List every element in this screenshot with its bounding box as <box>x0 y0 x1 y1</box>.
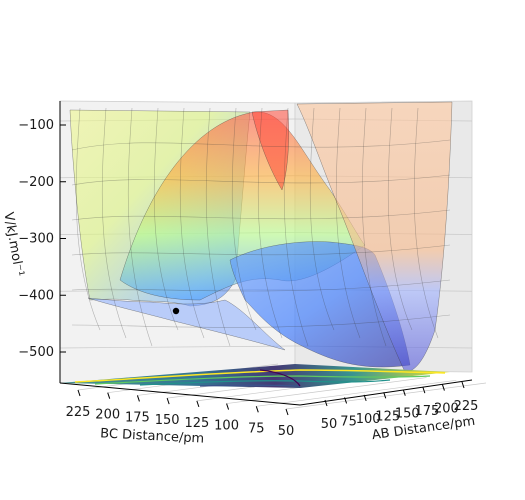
y-tick-label: 200 <box>95 408 120 423</box>
current-position-marker <box>172 307 180 315</box>
mesh-line <box>387 107 413 331</box>
x-tick-label: 200 <box>434 402 459 417</box>
mesh-line <box>153 107 179 331</box>
x-tick-mark <box>461 381 465 389</box>
x-tick-label: 150 <box>395 407 420 422</box>
y-tick-label: 75 <box>248 421 265 436</box>
contour-floor-line <box>259 369 301 387</box>
y-tick-mark <box>226 403 230 410</box>
z-gridline <box>59 345 296 349</box>
mesh-line <box>71 209 451 221</box>
z-tick-label: −400 <box>18 288 54 303</box>
x-tick-mark <box>402 389 406 396</box>
mesh-line <box>71 279 451 292</box>
y-tick-label: 100 <box>214 419 239 434</box>
axis-lines <box>59 101 473 406</box>
contour-floor-line <box>94 375 431 385</box>
y-axis-label: BC Distance/pm <box>100 426 205 446</box>
x-tick-mark <box>324 399 328 407</box>
x-tick-mark <box>441 384 445 391</box>
z-axis-ticks: −100 −200 −300 −400 −500 <box>18 118 66 360</box>
z-tick-label: −500 <box>18 345 54 360</box>
x-tick-label: 75 <box>340 414 357 429</box>
x-tick-mark <box>363 394 367 402</box>
surface-lower-left-fold <box>87 297 286 351</box>
x-tick-label: 100 <box>356 412 381 427</box>
mesh-line <box>335 107 361 339</box>
contour-floor-line <box>199 384 301 387</box>
y-gridline <box>226 377 427 404</box>
x-tick-mark <box>422 386 426 394</box>
y-tick-mark <box>77 389 81 397</box>
y-tick-mark <box>136 395 140 402</box>
y-tick-label: 50 <box>278 424 295 439</box>
y-axis-line <box>59 382 301 406</box>
y-tick-mark <box>107 392 111 399</box>
y-tick-mark <box>255 406 259 413</box>
x-tick-mark <box>383 392 387 399</box>
y-tick-label: 125 <box>184 416 209 431</box>
mesh-line <box>205 107 231 347</box>
mesh-line <box>71 174 451 186</box>
mesh-line <box>71 244 451 256</box>
x-axis-line <box>299 379 473 406</box>
mesh-line <box>127 107 153 347</box>
mesh-line <box>257 107 283 339</box>
energy-surface <box>69 101 453 373</box>
x-tick-label: 175 <box>414 404 439 419</box>
mesh-line <box>179 107 205 339</box>
y-tick-label: 225 <box>66 405 91 420</box>
y-axis-ticks: 225 200 175 150 125 100 75 50 <box>66 389 295 439</box>
y-tick-mark <box>196 400 200 408</box>
mesh-line <box>413 107 439 339</box>
contour-floor <box>60 364 450 388</box>
z-tick-label: −100 <box>18 118 54 133</box>
mesh-line <box>71 314 451 328</box>
y-tick-mark <box>166 397 170 405</box>
x-tick-label: 125 <box>375 409 400 424</box>
surface-ridge-peak <box>251 109 289 191</box>
y-tick-mark <box>285 408 289 416</box>
mesh-line <box>71 139 451 151</box>
x-tick-label: 50 <box>321 417 338 432</box>
contour-floor-line <box>139 379 391 386</box>
x-tick-label: 225 <box>454 399 479 414</box>
z-tick-label: −300 <box>18 232 54 247</box>
mesh-line <box>361 107 387 347</box>
contour-floor-line <box>74 369 446 383</box>
y-tick-label: 175 <box>125 410 150 425</box>
mesh-line <box>231 107 257 331</box>
mesh-line <box>283 107 309 347</box>
y-tick-label: 150 <box>155 413 180 428</box>
z-tick-label: −200 <box>18 175 54 190</box>
x-tick-mark <box>344 397 348 404</box>
mesh-line <box>309 107 335 331</box>
y-gridline <box>256 379 457 407</box>
mesh-line <box>75 107 101 331</box>
y-gridline <box>285 382 487 410</box>
surface-mesh <box>71 107 451 347</box>
mesh-line <box>101 107 127 339</box>
